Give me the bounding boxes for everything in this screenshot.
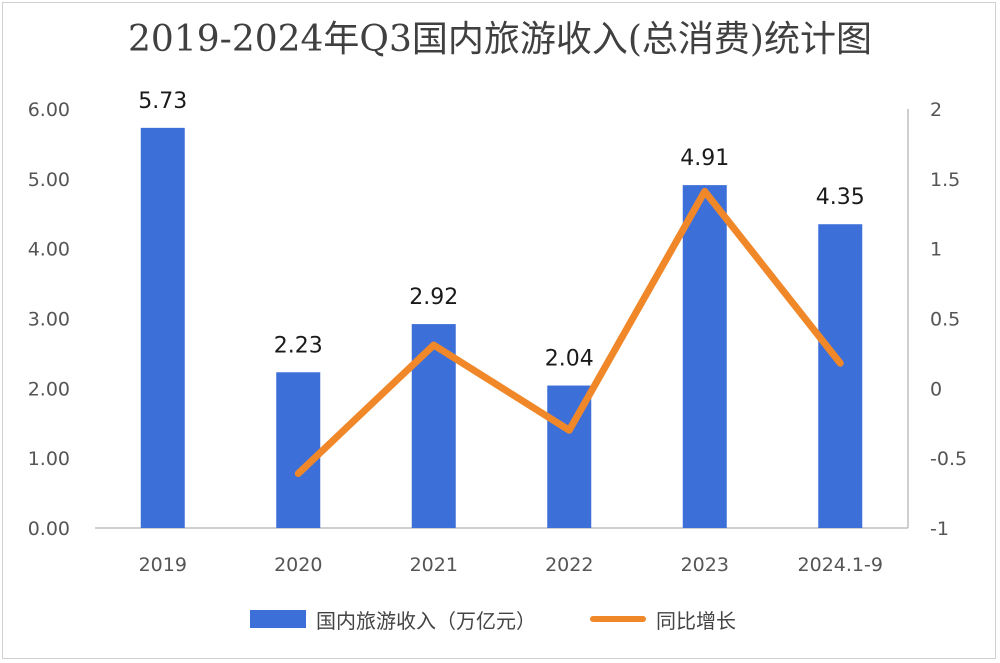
right-tick-label: -1 [930, 518, 949, 540]
x-tick-label: 2022 [545, 554, 593, 576]
bar [140, 127, 185, 528]
left-tick-label: 1.00 [28, 448, 70, 470]
right-tick-label: -0.5 [930, 448, 967, 470]
legend-swatch-bar [250, 610, 306, 628]
bar-data-label: 4.91 [680, 146, 729, 171]
right-tick-label: 2 [930, 99, 942, 121]
left-tick-label: 4.00 [28, 239, 70, 261]
left-tick-label: 2.00 [28, 378, 70, 400]
legend-label-growth: 同比增长 [656, 608, 736, 633]
bar-data-label: 5.73 [138, 89, 187, 114]
legend: 国内旅游收入（万亿元） 同比增长 [0, 604, 1000, 634]
right-tick-label: 0 [930, 378, 942, 400]
legend-item-income: 国内旅游收入（万亿元） [250, 604, 536, 634]
growth-point [296, 471, 301, 476]
bar-data-label: 2.04 [545, 347, 594, 372]
growth-point [567, 428, 572, 433]
growth-point [702, 189, 707, 194]
growth-point [838, 361, 843, 366]
right-tick-label: 0.5 [930, 309, 960, 331]
legend-item-growth: 同比增长 [590, 604, 736, 634]
bar [818, 224, 863, 528]
legend-label-income: 国内旅游收入（万亿元） [316, 608, 536, 633]
bar [276, 372, 321, 528]
right-tick-label: 1 [930, 239, 942, 261]
left-tick-label: 5.00 [28, 169, 70, 191]
bar-data-label: 2.92 [409, 285, 458, 310]
left-tick-label: 6.00 [28, 99, 70, 121]
chart-title: 2019-2024年Q3国内旅游收入(总消费)统计图 [128, 19, 872, 60]
bar-data-label: 4.35 [816, 185, 865, 210]
x-tick-label: 2020 [274, 554, 322, 576]
legend-swatch-line [590, 616, 646, 622]
x-tick-label: 2019 [139, 554, 187, 576]
x-tick-label: 2023 [681, 554, 729, 576]
bar-data-label: 2.23 [274, 333, 323, 358]
bar [682, 185, 727, 528]
left-tick-label: 0.00 [28, 518, 70, 540]
growth-point [431, 343, 436, 348]
x-tick-label: 2021 [410, 554, 458, 576]
left-tick-label: 3.00 [28, 309, 70, 331]
right-tick-label: 1.5 [930, 169, 960, 191]
x-tick-label: 2024.1-9 [798, 554, 883, 576]
